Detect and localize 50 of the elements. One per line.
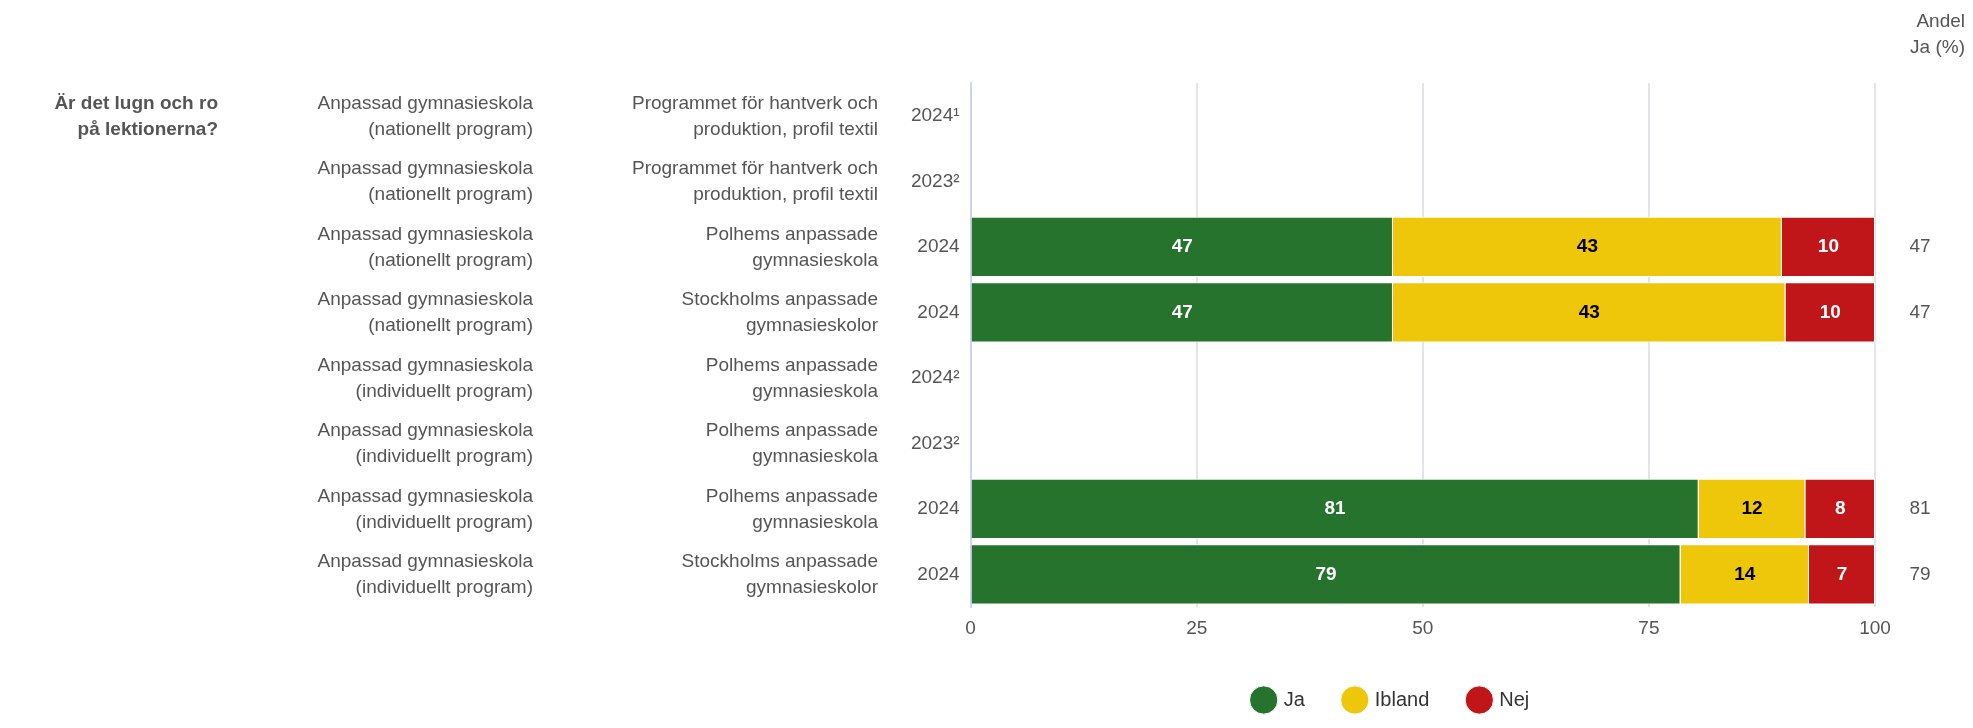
text: Polhems anpassade gymnasieskola [704,418,878,469]
data-label: 43 [1576,235,1598,257]
text: 47 [1171,300,1193,322]
text: Polhems anpassade gymnasieskola [704,352,878,403]
legend-label: Ja [1283,687,1306,710]
text: Polhems anpassade gymnasieskola [704,483,878,534]
text: 47 [1171,235,1193,257]
text: 79 [1315,562,1337,584]
x-tick-label: 100 [1859,616,1891,638]
text: Stockholms anpassade gymnasieskolor [680,549,878,600]
y-tick-label: 2024¹ [910,104,960,125]
y2-axis-title: Andel Ja (%) [1909,9,1965,59]
text: Är det lugn och ro på lektionerna? [53,90,218,141]
x-tick-label: 25 [1186,616,1208,638]
y-tick-label: 2024 [917,497,961,519]
text: Stockholms anpassade gymnasieskolor [680,287,878,338]
y-tick-label: 2024² [910,366,960,388]
text: Anpassad gymnasieskola (nationellt program) [316,156,533,207]
text: Anpassad gymnasieskola (nationellt program) [316,221,533,272]
data-label: 79 [1909,562,1931,584]
data-label: 43 [1578,300,1600,322]
text: Anpassad gymnasieskola (individuellt program) [316,352,533,403]
text: Anpassad gymnasieskola (individuellt program) [316,549,533,600]
y-tick-label: 2023² [910,431,960,453]
text: Programmet för hantverk och produktion, profil textil [630,156,878,207]
text: Anpassad gymnasieskola (individuellt program) [316,418,533,469]
data-label: 14 [1734,562,1756,584]
text: Programmet för hantverk och produktion, profil textil [630,90,878,141]
y-tick-label: 2023² [910,169,960,191]
data-label: 47 [1909,235,1931,257]
data-label: 12 [1741,497,1763,519]
text: Polhems anpassade gymnasieskola [704,221,878,272]
x-tick-label: 50 [1412,616,1434,638]
data-label: 8 [1834,497,1846,519]
x-tick-label: 0 [965,616,976,638]
text: 81 [1324,497,1346,519]
data-label: 10 [1817,235,1839,257]
data-label: 47 [1909,300,1931,322]
text: Anpassad gymnasieskola (nationellt program) [316,287,533,338]
x-tick-label: 75 [1638,616,1660,638]
data-label: 10 [1819,300,1841,322]
text: Anpassad gymnasieskola (individuellt program) [316,483,533,534]
y-tick-label: 2024 [917,235,961,257]
data-label: 7 [1836,562,1848,584]
text: Anpassad gymnasieskola (nationellt program) [316,90,533,141]
y-tick-label: 2024 [917,562,961,584]
legend-label: Nej [1499,687,1530,710]
data-label: 81 [1909,497,1931,519]
legend-label: Ibland [1374,687,1430,710]
y-tick-label: 2024 [917,300,961,322]
